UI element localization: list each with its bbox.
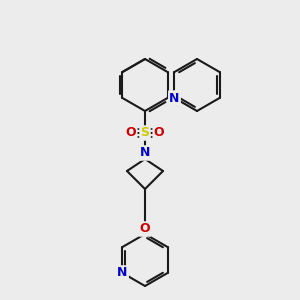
- Text: N: N: [117, 266, 128, 280]
- Text: O: O: [126, 127, 136, 140]
- Text: O: O: [140, 223, 150, 236]
- Text: O: O: [154, 127, 164, 140]
- Text: S: S: [140, 127, 149, 140]
- Text: N: N: [169, 92, 180, 104]
- Text: N: N: [140, 146, 150, 160]
